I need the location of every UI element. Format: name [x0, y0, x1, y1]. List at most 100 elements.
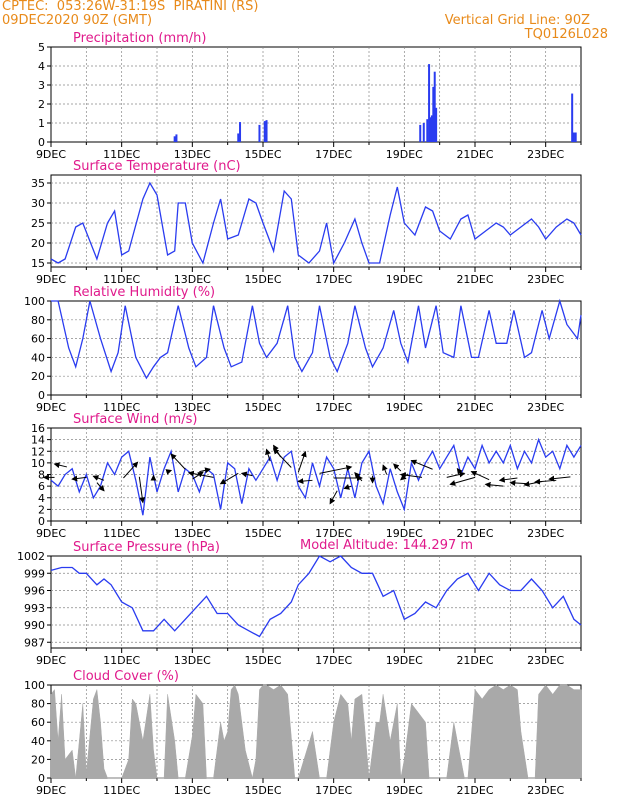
panel-title: Cloud Cover (%) [73, 669, 179, 684]
panel-title: Surface Temperature (nC) [73, 159, 241, 174]
x-tick-label: 11DEC [103, 148, 140, 161]
wind-vector-arrow [548, 475, 571, 482]
y-tick-label: 80 [31, 698, 45, 711]
y-tick-label: 3 [38, 79, 45, 92]
x-tick-label: 11DEC [103, 273, 140, 286]
x-tick-label: 21DEC [456, 527, 493, 540]
wind-vector-arrow [449, 476, 476, 486]
x-tick-label: 11DEC [103, 401, 140, 414]
precip-bar [430, 115, 433, 142]
x-tick-label: 11DEC [103, 654, 140, 667]
y-tick-label: 6 [38, 480, 45, 493]
y-tick-label: 8 [38, 469, 45, 482]
wind-vector-arrow [53, 462, 68, 469]
y-tick-label: 0 [38, 136, 45, 149]
x-tick-label: 11DEC [103, 784, 140, 797]
station-label: PIRATINI (RS) [173, 0, 259, 14]
y-tick-label: 5 [38, 41, 45, 54]
y-tick-label: 12 [31, 445, 45, 458]
wind-vector-arrow [92, 475, 105, 481]
precip-bar [263, 121, 266, 142]
y-tick-label: 1 [38, 117, 45, 130]
x-tick-label: 15DEC [244, 527, 281, 540]
x-tick-label: 9DEC [36, 148, 66, 161]
x-tick-label: 17DEC [315, 654, 352, 667]
x-tick-label: 13DEC [174, 527, 211, 540]
wind-vector-arrow [165, 469, 173, 475]
x-tick-label: 17DEC [315, 784, 352, 797]
panel-title: Surface Pressure (hPa) [73, 540, 220, 555]
x-tick-label: 15DEC [244, 148, 281, 161]
y-tick-label: 2 [38, 98, 45, 111]
y-tick-label: 40 [31, 351, 45, 364]
precip-bar [429, 117, 432, 142]
x-tick-label: 23DEC [527, 784, 564, 797]
wind-vector-arrow [265, 448, 271, 462]
model-altitude-label: Model Altitude: 144.297 m [300, 538, 474, 553]
x-tick-label: 11DEC [103, 527, 140, 540]
x-tick-label: 19DEC [386, 148, 423, 161]
y-tick-label: 4 [38, 60, 45, 73]
wind-vector-arrow [354, 472, 363, 482]
wind-vector-arrow [484, 481, 504, 488]
wind-vector-arrow [297, 478, 313, 485]
x-tick-label: 17DEC [315, 148, 352, 161]
wind-vector-arrow [199, 467, 211, 474]
x-tick-label: 15DEC [244, 273, 281, 286]
y-tick-label: 100 [24, 295, 45, 308]
precip-bar [422, 123, 425, 142]
x-tick-label: 13DEC [174, 654, 211, 667]
precip-bar [433, 71, 436, 142]
wind-vector-arrow [272, 448, 292, 468]
y-tick-label: 60 [31, 333, 45, 346]
y-tick-label: 100 [24, 679, 45, 692]
x-tick-label: 9DEC [36, 654, 66, 667]
precip-bar [258, 124, 261, 142]
x-tick-label: 19DEC [386, 401, 423, 414]
y-tick-label: 40 [31, 735, 45, 748]
panel-frame [50, 46, 582, 143]
wind-vector-arrow [187, 470, 214, 478]
grid-line-label: Vertical Grid Line: 90Z [444, 13, 590, 28]
precip-bar [428, 64, 431, 142]
y-tick-label: 30 [31, 197, 45, 210]
y-tick-label: 999 [24, 567, 45, 580]
series-line [51, 298, 582, 380]
x-tick-label: 21DEC [456, 654, 493, 667]
precip-bar [426, 119, 429, 142]
x-tick-label: 23DEC [527, 654, 564, 667]
x-tick-label: 21DEC [456, 401, 493, 414]
y-tick-label: 16 [31, 422, 45, 435]
x-tick-label: 17DEC [315, 273, 352, 286]
y-tick-label: 1002 [17, 550, 45, 563]
wind-vector-arrow [399, 472, 423, 479]
x-tick-label: 15DEC [244, 654, 281, 667]
wind-vector-arrow [297, 450, 307, 473]
y-tick-label: 20 [31, 753, 45, 766]
precip-bar [574, 132, 577, 142]
precip-bar [265, 120, 268, 142]
header-line-1: CPTEC: 053:26W-31:19S PIRATINI (RS) [2, 0, 259, 14]
panel-title: Relative Humidity (%) [73, 285, 215, 300]
x-tick-label: 19DEC [386, 527, 423, 540]
wind-vector-arrow [96, 482, 105, 492]
wind-vector-arrow [319, 464, 353, 474]
y-tick-label: 20 [31, 370, 45, 383]
precip-bar [237, 133, 240, 142]
wind-vector-arrow [170, 453, 186, 470]
wind-vector-arrow [509, 479, 529, 486]
datetime-label: 09DEC2020 90Z (GMT) [2, 13, 153, 28]
wind-vector-arrow [219, 472, 239, 485]
y-tick-label: 0 [38, 389, 45, 402]
wind-vector-arrow [343, 484, 352, 490]
precip-bar [419, 124, 422, 142]
x-tick-label: 23DEC [527, 273, 564, 286]
wind-vector-arrow [393, 463, 402, 472]
wind-vector-arrow [470, 470, 490, 481]
panel-title: Surface Wind (m/s) [73, 412, 197, 427]
x-tick-label: 21DEC [456, 784, 493, 797]
x-tick-label: 19DEC [386, 784, 423, 797]
x-tick-label: 9DEC [36, 784, 66, 797]
y-tick-label: 987 [24, 636, 45, 649]
